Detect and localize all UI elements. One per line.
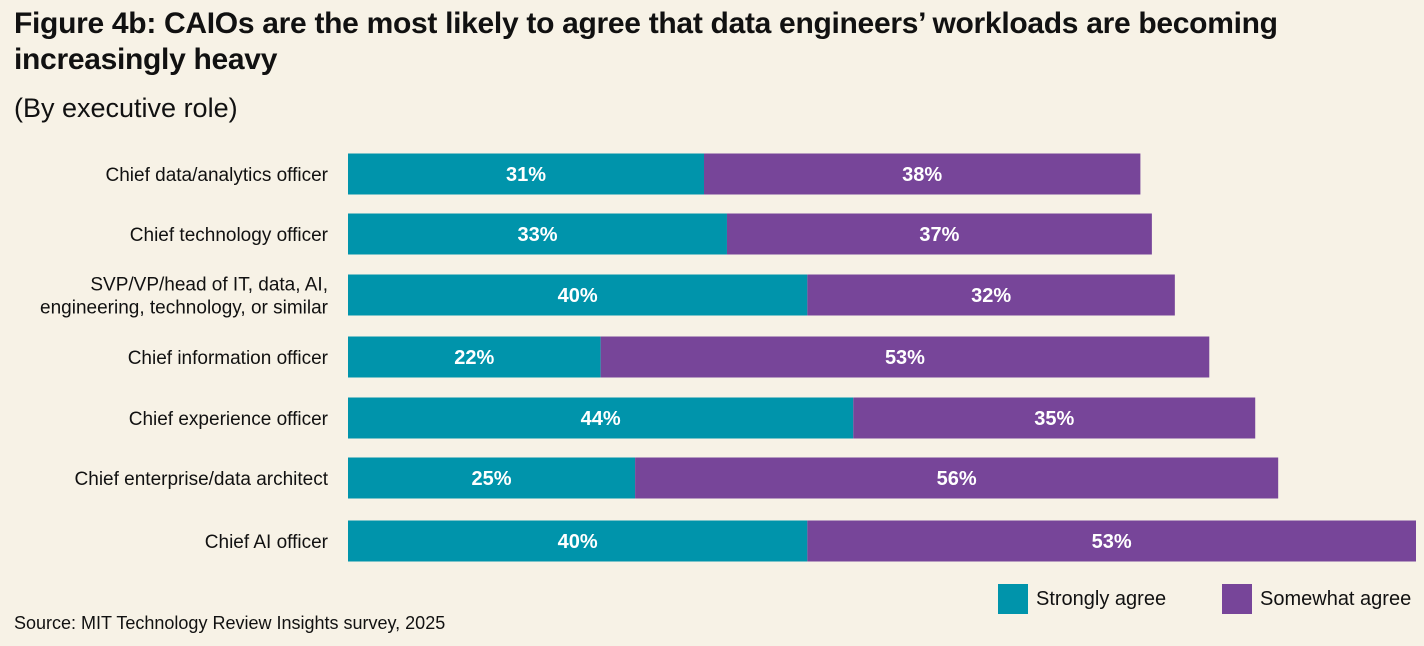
data-label: 40% xyxy=(558,285,598,307)
chart-title: Figure 4b: CAIOs are the most likely to … xyxy=(14,7,1278,76)
legend-swatch-somewhat-agree xyxy=(1222,584,1252,614)
legend-label-somewhat-agree: Somewhat agree xyxy=(1260,587,1412,610)
bar-segment-somewhat-agree xyxy=(807,520,1416,562)
data-label: 40% xyxy=(558,531,598,553)
category-label: Chief information officer xyxy=(128,348,329,369)
bar-segment-somewhat-agree xyxy=(635,457,1279,499)
data-label: 56% xyxy=(937,468,977,490)
bar-segment-strongly-agree xyxy=(348,457,636,499)
bar-segment-somewhat-agree xyxy=(807,274,1175,316)
data-label: 25% xyxy=(472,468,512,490)
bar-segment-somewhat-agree xyxy=(853,397,1256,439)
category-label: Chief enterprise/data architect xyxy=(75,469,329,490)
category-label: SVP/VP/head of IT, data, AI, engineering,… xyxy=(40,275,329,319)
bar-segment-strongly-agree xyxy=(348,520,808,562)
data-label: 53% xyxy=(885,347,925,369)
data-label: 31% xyxy=(506,164,546,186)
data-label: 35% xyxy=(1034,408,1074,430)
category-label: Chief experience officer xyxy=(129,409,329,430)
bar-segment-strongly-agree xyxy=(348,274,808,316)
chart-subtitle: (By executive role) xyxy=(14,93,238,123)
category-label: Chief technology officer xyxy=(130,225,329,246)
data-label: 53% xyxy=(1092,531,1132,553)
data-label: 22% xyxy=(454,347,494,369)
category-label: Chief data/analytics officer xyxy=(106,165,329,186)
bar-segment-strongly-agree xyxy=(348,213,727,255)
bar-segment-somewhat-agree xyxy=(704,153,1141,195)
legend-swatch-strongly-agree xyxy=(998,584,1028,614)
bar-segment-strongly-agree xyxy=(348,153,704,195)
bar-segment-strongly-agree xyxy=(348,397,854,439)
data-label: 32% xyxy=(971,285,1011,307)
data-label: 38% xyxy=(902,164,942,186)
data-label: 37% xyxy=(919,224,959,246)
data-label: 44% xyxy=(581,408,621,430)
legend-label-strongly-agree: Strongly agree xyxy=(1036,587,1167,610)
legend-item-strongly-agree: Strongly agree xyxy=(998,584,1166,614)
bar-segment-somewhat-agree xyxy=(600,336,1210,378)
source-note: Source: MIT Technology Review Insights s… xyxy=(14,613,446,633)
bar-segment-strongly-agree xyxy=(348,336,601,378)
data-label: 33% xyxy=(517,224,557,246)
legend-item-somewhat-agree: Somewhat agree xyxy=(1222,584,1411,614)
category-label: Chief AI officer xyxy=(205,532,329,553)
bar-segment-somewhat-agree xyxy=(726,213,1152,255)
